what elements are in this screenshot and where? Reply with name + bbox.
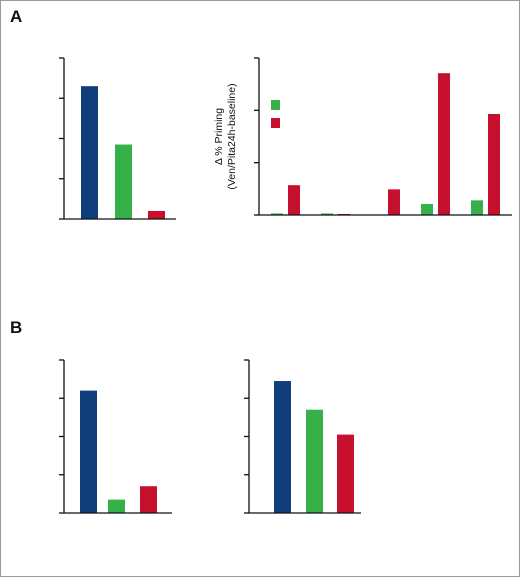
bar-pit-24hr-bim-30nm [438, 73, 450, 215]
bar-pit-24hr [140, 486, 157, 513]
bar-baseline [274, 381, 291, 513]
bar-pit-24hr-puma2a-100-m [388, 189, 400, 215]
bar-pit-24hr [337, 434, 354, 513]
bar-ven-bim-30nm [421, 204, 433, 215]
panel-label-b: B [10, 318, 22, 337]
chart-bh3-profiling: Δ % Priming (Ven/Pita24h-baseline) [213, 57, 512, 216]
panel-label-a: A [10, 7, 22, 26]
bar-ven [306, 409, 323, 513]
chart-sample1-aml [59, 359, 172, 514]
bar-pit-24hr-dmso [288, 185, 300, 215]
bar-pit-24hr-puma-1-m [488, 113, 500, 215]
chart-sample2-cll [59, 57, 176, 220]
y-axis-label-line2: (Ven/Pita24h-baseline) [226, 83, 238, 189]
chart-sample4-aml [244, 359, 361, 514]
bar-baseline [81, 86, 98, 219]
bar-ven-puma-1-m [471, 200, 483, 215]
bar-ven-alamethicin [321, 213, 333, 215]
legend-swatch-ven [271, 100, 280, 110]
legend-swatch-pit-24hr [271, 118, 280, 128]
bar-ven [108, 499, 125, 513]
y-axis-label: Δ % Priming [213, 108, 225, 165]
bar-ven-dmso [271, 213, 283, 215]
bar-ven [115, 144, 132, 219]
bar-pit-24hr [148, 210, 165, 219]
bar-baseline [80, 390, 97, 513]
